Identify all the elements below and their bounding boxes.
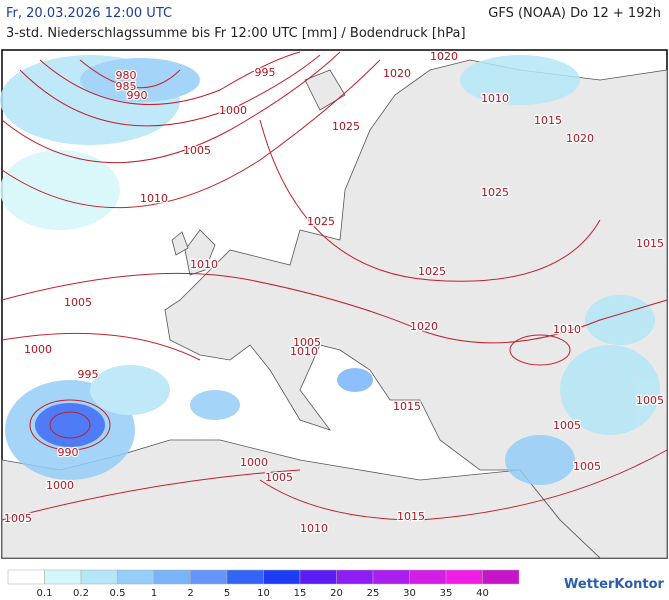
legend-swatch — [117, 569, 155, 585]
legend-swatch — [263, 569, 301, 585]
isobar-label: 995 — [255, 66, 276, 79]
legend-label: 30 — [403, 588, 416, 599]
isobar-label: 1000 — [240, 456, 268, 469]
legend-swatch — [482, 569, 520, 585]
isobar-label: 1025 — [307, 215, 335, 228]
legend-label: 5 — [224, 588, 230, 599]
legend-label: 0.5 — [110, 588, 126, 599]
isobar-label: 1005 — [265, 471, 293, 484]
valid-time: Fr, 20.03.2026 12:00 UTC — [6, 6, 173, 21]
isobar-label: 1005 — [636, 394, 664, 407]
legend-label: 20 — [330, 588, 343, 599]
legend-swatch — [372, 569, 410, 585]
isobar-label: 1010 — [300, 522, 328, 535]
isobar-label: 1005 — [183, 144, 211, 157]
isobar-label: 1020 — [430, 50, 458, 63]
isobar-label: 995 — [78, 368, 99, 381]
isobar-label: 1005 — [573, 460, 601, 473]
legend-label: 10 — [257, 588, 270, 599]
isobar-label: 1015 — [397, 510, 425, 523]
legend-label: 25 — [367, 588, 380, 599]
legend-swatch — [80, 569, 118, 585]
isobar-label: 1000 — [219, 104, 247, 117]
legend-swatch — [409, 569, 447, 585]
legend-swatch — [336, 569, 374, 585]
isobar-label: 990 — [127, 89, 148, 102]
isobar-label: 1010 — [553, 323, 581, 336]
isobar-label: 1000 — [24, 343, 52, 356]
isobar-label: 1000 — [46, 479, 74, 492]
legend-swatch — [7, 569, 45, 585]
land — [1, 59, 668, 559]
subtitle: 3-std. Niederschlagssumme bis Fr 12:00 U… — [6, 26, 466, 41]
isobars — [1, 51, 668, 521]
isobar-label: 1020 — [566, 132, 594, 145]
isobar-label: 1010 — [290, 345, 318, 358]
legend-swatch — [190, 569, 228, 585]
logo: WetterKontor — [564, 577, 665, 592]
legend-swatch — [445, 569, 483, 585]
legend-swatch — [153, 569, 191, 585]
legend: 0.1 0.2 0.5 1 2 5 10 15 20 25 30 35 40 — [7, 569, 520, 599]
isobar-label: 1025 — [481, 186, 509, 199]
isobar-label: 1015 — [636, 237, 664, 250]
isobar-label: 1010 — [140, 192, 168, 205]
legend-label: 1 — [151, 588, 157, 599]
isobar-labels: 9809859909951000100510101020102010101025… — [3, 49, 666, 537]
legend-label: 40 — [476, 588, 489, 599]
legend-label: 15 — [294, 588, 307, 599]
legend-label: 2 — [187, 588, 193, 599]
isobar-label: 1005 — [293, 336, 321, 349]
isobar-label: 1010 — [190, 258, 218, 271]
model-run: GFS (NOAA) Do 12 + 192h — [488, 6, 661, 21]
legend-swatch — [44, 569, 82, 585]
isobar-label: 1005 — [64, 296, 92, 309]
legend-label: 0.2 — [73, 588, 89, 599]
isobar-label: 990 — [58, 446, 79, 459]
isobar-label: 980 — [116, 69, 137, 82]
legend-swatch — [226, 569, 264, 585]
isobar-label: 1025 — [332, 120, 360, 133]
isobar-label: 1020 — [383, 67, 411, 80]
isobar-label: 985 — [116, 80, 137, 93]
isobar-label: 1015 — [393, 400, 421, 413]
precipitation — [0, 55, 660, 485]
isobar-label: 1015 — [534, 114, 562, 127]
legend-label: 35 — [440, 588, 453, 599]
isobar-label: 1025 — [418, 265, 446, 278]
isobar-label: 1005 — [553, 419, 581, 432]
isobar-label: 1010 — [481, 92, 509, 105]
legend-label: 0.1 — [37, 588, 53, 599]
isobar-label: 1020 — [410, 320, 438, 333]
isobar-label: 1005 — [4, 512, 32, 525]
legend-swatch — [299, 569, 337, 585]
